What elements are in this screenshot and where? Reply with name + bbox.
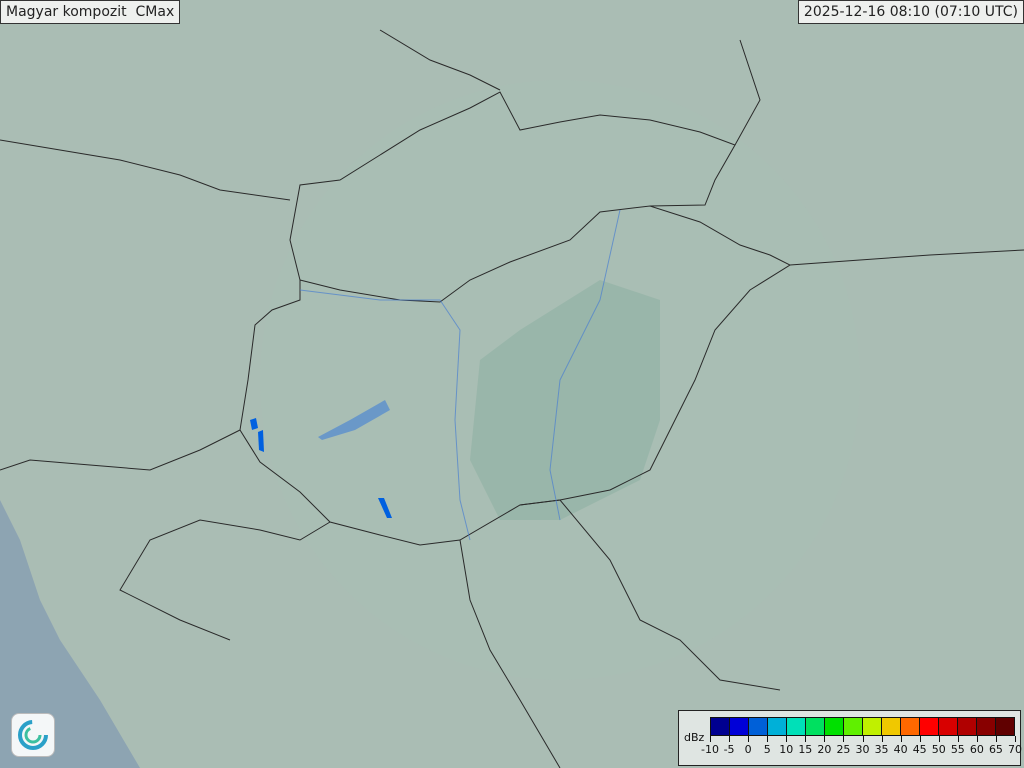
legend-tick-mark [919,736,921,742]
border-line [119,519,331,641]
legend-color-swatch [882,718,901,735]
legend-color-swatch [806,718,825,735]
legend-tick-mark [729,736,731,742]
border-line [0,139,291,201]
slovakia-border [289,91,736,281]
legend-color-swatch [787,718,806,735]
omsz-logo [11,713,55,757]
legend-tick-label: 0 [744,743,752,756]
legend-tick-label: 60 [969,743,984,756]
legend-tick-label: 20 [817,743,832,756]
legend-color-swatch [920,718,939,735]
legend-tick-label: 35 [874,743,889,756]
legend-color-swatch [844,718,863,735]
border-line [734,39,761,146]
lake-balaton [318,400,390,440]
legend-tick-label: 10 [779,743,794,756]
legend-tick-mark [957,736,959,742]
legend-tick-label: 40 [893,743,908,756]
legend-tick-label: 50 [931,743,946,756]
legend-tick-label: 70 [1008,743,1022,756]
radar-echoes [250,418,392,518]
legend-color-swatch [977,718,996,735]
echo [378,498,392,518]
swirl-icon [18,720,48,750]
legend-tick-mark [843,736,845,742]
legend-unit: dBz [684,731,705,744]
country-borders [0,29,1024,768]
legend-tick-label: 55 [950,743,965,756]
legend-tick-mark [862,736,864,742]
legend-tick-mark [710,736,711,742]
border-line [789,249,1024,266]
legend-color-swatch [730,718,749,735]
legend-tick-mark [1015,736,1016,742]
product-title: Magyar kompozit CMax [0,0,181,24]
legend-tick-label: 5 [763,743,771,756]
echo [258,430,264,452]
legend-color-swatch [863,718,882,735]
legend-color-swatch [901,718,920,735]
legend-tick-mark [995,736,997,742]
legend-color-swatch [768,718,787,735]
legend-color-swatch [996,718,1014,735]
legend-tick-mark [824,736,826,742]
border-line [459,539,561,768]
rivers [299,209,621,541]
legend-tick-label: 45 [912,743,927,756]
border-line [379,29,501,91]
legend-tick-label: 25 [836,743,851,756]
legend-tick-mark [900,736,902,742]
legend-tick-mark [786,736,788,742]
legend-color-bar [710,717,1015,736]
legend-tick-mark [748,736,750,742]
legend-tick-label: 15 [798,743,813,756]
legend-tick-label: 65 [988,743,1003,756]
legend-tick-label: -5 [723,743,735,756]
danube-river [299,289,471,541]
border-line [519,499,781,691]
legend-tick-mark [767,736,769,742]
legend-color-swatch [825,718,844,735]
hungary-border [239,205,792,546]
border-line [0,429,241,471]
legend-tick-label: 30 [855,743,870,756]
echo [250,418,258,430]
legend-ticks: -10 -5 0 5 10 15 20 25 30 35 40 45 50 55 60 65 70 [701,736,1022,762]
legend-color-swatch [958,718,977,735]
legend-color-swatch [749,718,768,735]
dbz-color-legend: dBz -10 -5 0 5 10 15 20 25 30 35 40 45 50 55 60 65 70 [678,710,1022,766]
legend-tick-mark [976,736,978,742]
legend-tick-mark [938,736,940,742]
legend-tick-mark [881,736,883,742]
adriatic-sea [0,500,140,768]
tisza-river [549,209,621,521]
great-plain [470,280,660,520]
legend-color-swatch [939,718,958,735]
legend-color-swatch [711,718,730,735]
legend-tick-label: -10 [701,743,719,756]
timestamp: 2025-12-16 08:10 (07:10 UTC) [797,0,1024,24]
legend-tick-mark [805,736,807,742]
